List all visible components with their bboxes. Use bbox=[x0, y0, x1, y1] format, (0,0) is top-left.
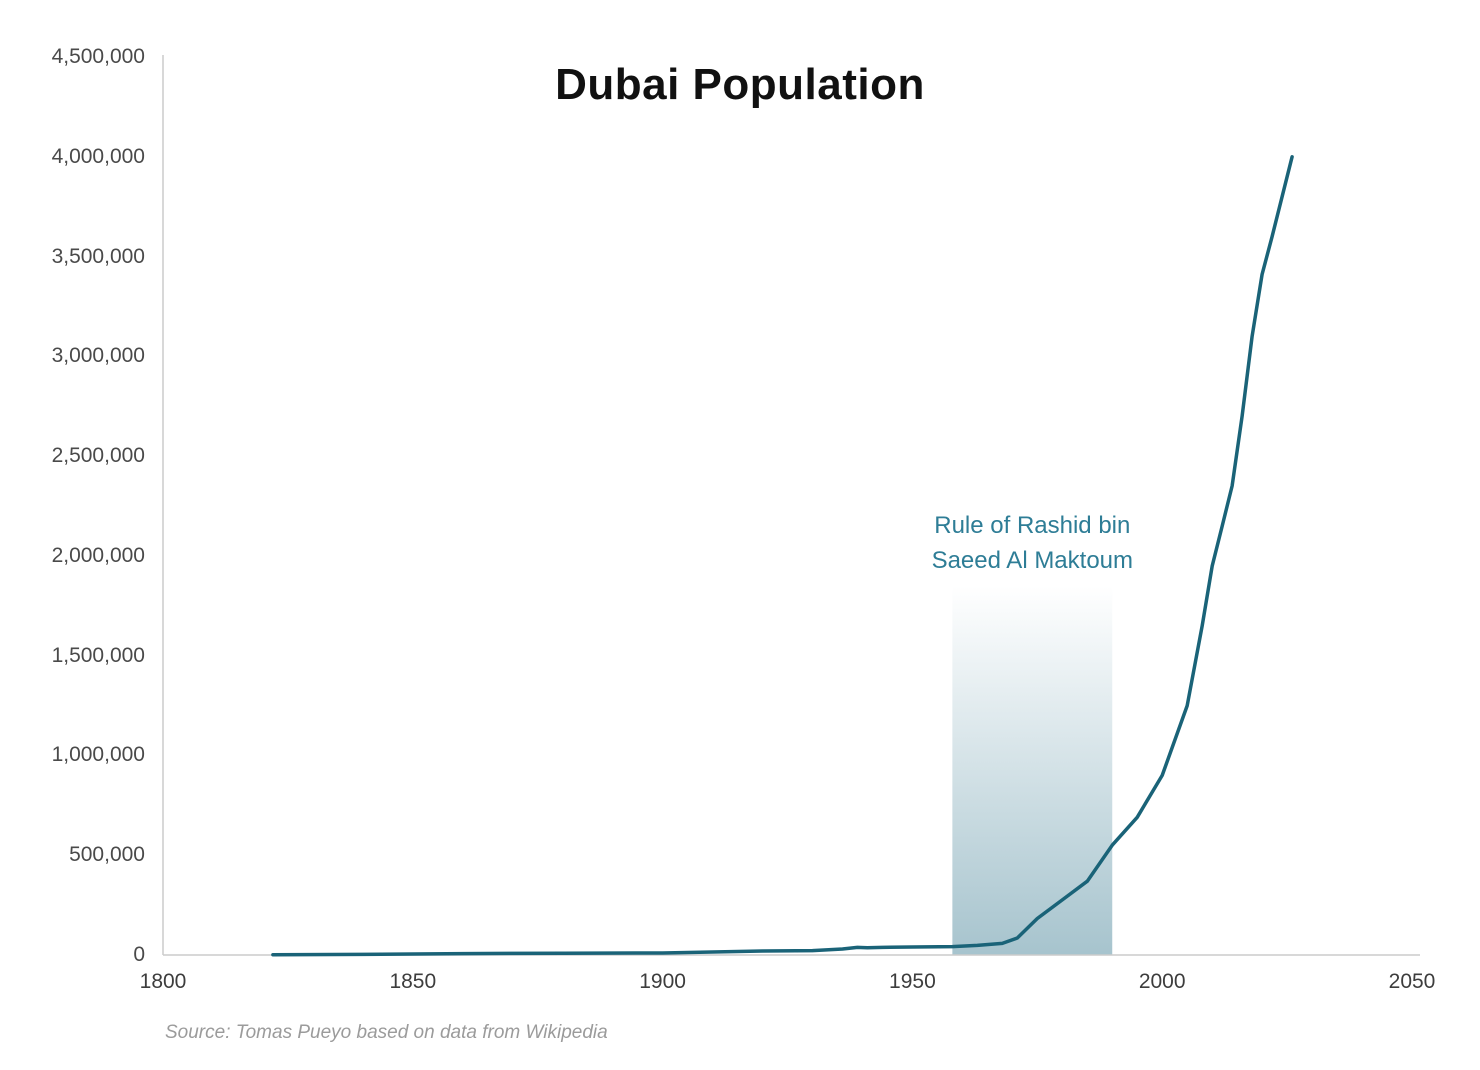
y-tick-label: 1,000,000 bbox=[51, 743, 145, 767]
y-tick-label: 2,000,000 bbox=[51, 543, 145, 567]
x-tick-label: 1950 bbox=[889, 970, 936, 993]
y-tick-label: 3,500,000 bbox=[51, 244, 145, 268]
y-tick-label: 0 bbox=[133, 943, 145, 966]
y-tick-label: 4,000,000 bbox=[51, 144, 145, 168]
x-tick-label: 1900 bbox=[639, 970, 686, 993]
x-tick-label: 2050 bbox=[1388, 970, 1436, 993]
x-tick-label: 1850 bbox=[389, 970, 437, 993]
x-tick-label: 1800 bbox=[139, 970, 187, 993]
y-tick-label: 1,500,000 bbox=[51, 643, 145, 667]
region-annotation-line1: Rule of Rashid bin bbox=[934, 511, 1131, 539]
rule-period-region bbox=[952, 585, 1113, 955]
population-line bbox=[271, 155, 1294, 957]
region-annotation: Rule of Rashid bin Saeed Al Maktoum bbox=[862, 508, 1202, 578]
y-tick-label: 3,000,000 bbox=[51, 344, 145, 368]
y-tick-label: 2,500,000 bbox=[51, 444, 145, 468]
x-tick-label: 2000 bbox=[1138, 970, 1186, 993]
y-tick-label: 4,500,000 bbox=[51, 45, 145, 68]
chart-title: Dubai Population bbox=[555, 60, 925, 109]
source-note: Source: Tomas Pueyo based on data from W… bbox=[165, 1022, 608, 1043]
y-tick-label: 500,000 bbox=[69, 843, 145, 867]
region-annotation-line2: Saeed Al Maktoum bbox=[931, 546, 1134, 574]
